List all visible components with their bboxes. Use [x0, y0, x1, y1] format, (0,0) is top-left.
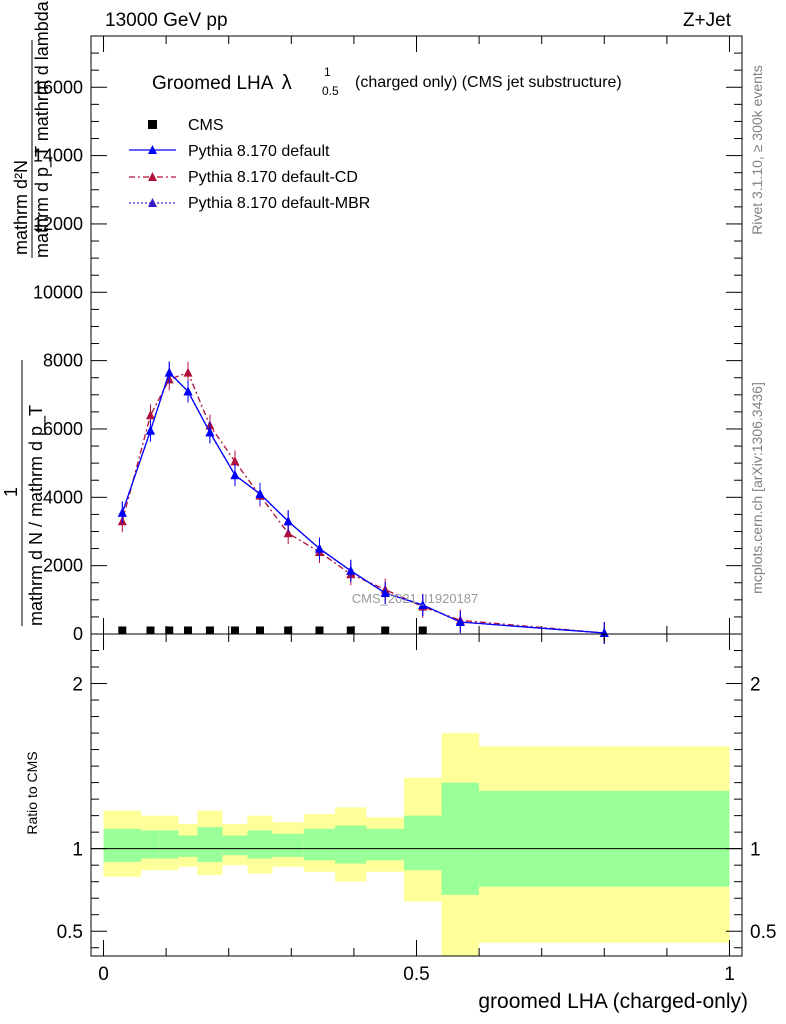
series-point-2 [283, 528, 293, 538]
main-ytick-label: 4000 [43, 487, 83, 507]
cms-point [118, 626, 127, 635]
ratio-ytick-label-left: 1 [72, 840, 83, 861]
legend-mbr-label: Pythia 8.170 default-MBR [188, 195, 370, 212]
main-ytick-label: 12000 [33, 214, 83, 234]
main-ticks: 0 2000 4000 6000 8000 10000 12000 14000 16000 [33, 36, 742, 644]
legend-cd-marker [148, 172, 157, 181]
main-panel: 0 2000 4000 6000 8000 10000 12000 14000 16000 Gr… [1, 0, 743, 644]
plot-title: Groomed LHA λ [152, 72, 292, 94]
main-ytick-label: 16000 [33, 77, 83, 97]
ratio-band-green [366, 828, 404, 861]
ratio-band-green [272, 833, 304, 857]
ratio-band-green [403, 815, 442, 871]
main-ytick-label: 14000 [33, 146, 83, 166]
plot-title-main: Groomed LHA [152, 73, 274, 94]
series-point-2 [145, 410, 155, 420]
series-point-1 [230, 470, 240, 480]
ratio-ylabel: Ratio to CMS [24, 751, 40, 834]
analysis-watermark: CMS_2021_I1920187 [352, 591, 479, 606]
header-left-title: 13000 GeV pp [105, 10, 228, 31]
ratio-band-green [303, 828, 336, 861]
series-point-2 [183, 367, 193, 377]
legend-default-marker [148, 145, 157, 154]
ratio-band-green [141, 830, 160, 859]
legend-default-label: Pythia 8.170 default [188, 143, 330, 160]
ratio-band-green [335, 825, 367, 864]
cms-point [205, 626, 214, 635]
cms-point [381, 626, 390, 635]
cms-point [256, 626, 265, 635]
mcplots-side-label: mcplots.cern.ch [arXiv:1306.3436] [749, 382, 765, 594]
legend-cd-label: Pythia 8.170 default-CD [188, 169, 358, 186]
header-right-title: Z+Jet [683, 10, 732, 31]
main-ytick-label: 0 [73, 624, 83, 644]
ratio-ytick-label-right: 0.5 [750, 922, 776, 943]
ratio-band-green [159, 830, 179, 859]
ratio-xtick-label: 0.5 [403, 964, 429, 985]
ratio-ticks: 0.5 0.5 1 1 2 2 0 0.5 1 [57, 634, 776, 985]
plot-title-suffix: (charged only) (CMS jet substructure) [355, 74, 622, 91]
main-ytick-label: 10000 [33, 282, 83, 302]
cms-point [315, 626, 324, 635]
series-point-1 [346, 565, 356, 575]
series-point-2 [230, 456, 240, 466]
ratio-bands [103, 733, 730, 956]
cms-point [184, 626, 193, 635]
series-point-1 [599, 627, 609, 637]
plot-title-superscript: 1 [324, 65, 331, 79]
ylabel-lower-numerator: 1 [1, 487, 21, 497]
ratio-ytick-label-left: 0.5 [57, 922, 83, 943]
main-ytick-label: 2000 [43, 556, 83, 576]
series-point-1 [255, 488, 265, 498]
series-point-1 [418, 599, 428, 609]
ratio-band-green [441, 782, 480, 895]
ylabel-upper-numerator: mathrm d²N [11, 160, 31, 255]
cms-point [346, 626, 355, 635]
ratio-band-green [178, 835, 198, 857]
ylabel-upper-denominator: mathrm d p_T mathrm d lambda [32, 0, 53, 258]
series-point-1 [117, 507, 127, 517]
ratio-ytick-label-right: 1 [750, 840, 761, 861]
series-point-1 [183, 386, 193, 396]
ratio-band-green [197, 827, 223, 862]
legend-mbr-marker [148, 198, 157, 207]
cms-point [146, 626, 155, 635]
series-point-1 [314, 543, 324, 553]
series-point-1 [283, 516, 293, 526]
ylabel-lower-denominator: mathrm d N / mathrm d p_T [26, 405, 47, 626]
series-point-1 [145, 425, 155, 435]
cms-point [165, 626, 174, 635]
legend-cms-marker [148, 120, 157, 129]
ratio-xtick-label: 1 [724, 964, 735, 985]
series-point-1 [455, 617, 465, 627]
series-point-1 [380, 587, 390, 597]
ratio-ytick-label-right: 2 [750, 675, 761, 696]
ratio-band-green [479, 790, 730, 887]
ratio-band-green [222, 835, 248, 856]
x-axis-label: groomed LHA (charged-only) [478, 990, 748, 1013]
ratio-band-green [247, 830, 273, 859]
ratio-xtick-label: 0 [98, 964, 109, 985]
series-line-2 [121, 371, 605, 634]
ratio-band-green [103, 828, 142, 862]
series-point-1 [164, 367, 174, 377]
main-series [117, 361, 609, 644]
legend-cms-label: CMS [188, 117, 224, 134]
cms-point [418, 626, 427, 635]
cms-point [230, 626, 239, 635]
plot-title-lambda: λ [282, 72, 292, 94]
main-ytick-label: 6000 [43, 419, 83, 439]
cms-point [284, 626, 293, 635]
ratio-ytick-label-left: 2 [72, 675, 83, 696]
main-ytick-label: 8000 [43, 351, 83, 371]
legend: CMS Pythia 8.170 default Pythia 8.170 de… [129, 117, 370, 212]
plot-title-subscript: 0.5 [322, 84, 339, 98]
series-point-1 [205, 427, 215, 437]
rivet-side-label: Rivet 3.1.10, ≥ 300k events [749, 65, 765, 235]
ratio-panel: 0.5 0.5 1 1 2 2 0 0.5 1 Ratio to CMS groomed LHA… [24, 633, 776, 1013]
